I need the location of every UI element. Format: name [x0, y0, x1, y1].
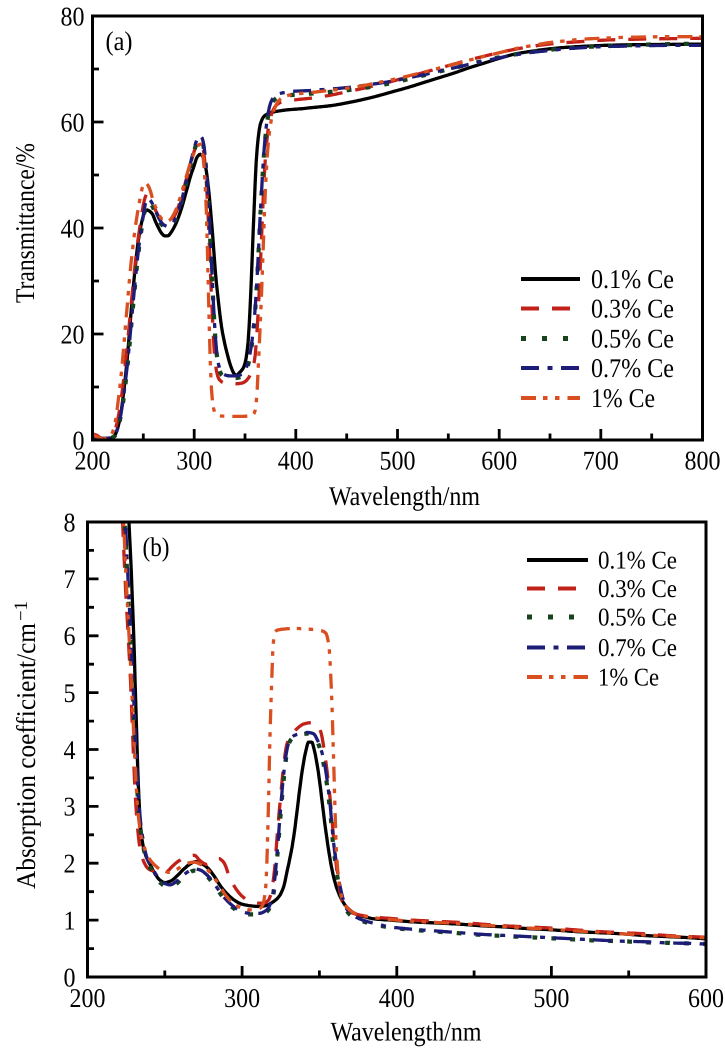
svg-text:500: 500 — [380, 446, 416, 476]
svg-text:−1: −1 — [11, 601, 32, 621]
svg-text:0.1% Ce: 0.1% Ce — [598, 545, 677, 574]
svg-text:20: 20 — [61, 319, 85, 349]
svg-text:300: 300 — [176, 446, 212, 476]
svg-text:400: 400 — [278, 446, 314, 476]
svg-text:600: 600 — [688, 983, 724, 1013]
svg-text:1% Ce: 1% Ce — [598, 662, 659, 691]
svg-text:5: 5 — [64, 678, 76, 708]
svg-text:Absorption coefficient/cm: Absorption coefficient/cm — [11, 623, 41, 889]
svg-text:7: 7 — [64, 564, 76, 594]
svg-text:0.5% Ce: 0.5% Ce — [591, 323, 674, 353]
svg-text:Wavelength/nm: Wavelength/nm — [331, 1017, 482, 1047]
svg-text:8: 8 — [64, 507, 76, 537]
svg-text:Transmittance/%: Transmittance/% — [10, 143, 40, 303]
svg-text:700: 700 — [583, 446, 619, 476]
svg-text:2: 2 — [64, 849, 76, 879]
svg-text:0.5% Ce: 0.5% Ce — [598, 602, 677, 631]
svg-text:(a): (a) — [106, 26, 133, 56]
svg-text:500: 500 — [533, 983, 569, 1013]
svg-text:6: 6 — [64, 621, 76, 651]
svg-text:0: 0 — [73, 425, 85, 455]
svg-text:80: 80 — [61, 1, 85, 31]
svg-text:3: 3 — [64, 792, 76, 822]
svg-text:400: 400 — [379, 983, 415, 1013]
svg-text:0.7% Ce: 0.7% Ce — [591, 353, 674, 383]
svg-text:40: 40 — [61, 213, 85, 243]
svg-text:1: 1 — [64, 905, 76, 935]
svg-text:4: 4 — [64, 735, 76, 765]
svg-text:200: 200 — [70, 983, 106, 1013]
svg-text:0.3% Ce: 0.3% Ce — [598, 574, 677, 603]
svg-text:60: 60 — [61, 107, 85, 137]
svg-text:1% Ce: 1% Ce — [591, 383, 655, 413]
svg-text:(b): (b) — [143, 532, 170, 562]
svg-text:200: 200 — [75, 446, 111, 476]
svg-text:300: 300 — [224, 983, 260, 1013]
svg-text:600: 600 — [481, 446, 517, 476]
svg-text:0: 0 — [64, 962, 76, 992]
svg-text:800: 800 — [685, 446, 721, 476]
svg-text:0.7% Ce: 0.7% Ce — [598, 633, 677, 662]
svg-text:0.1% Ce: 0.1% Ce — [591, 264, 674, 294]
svg-text:Wavelength/nm: Wavelength/nm — [329, 481, 480, 511]
svg-text:0.3% Ce: 0.3% Ce — [591, 293, 674, 323]
